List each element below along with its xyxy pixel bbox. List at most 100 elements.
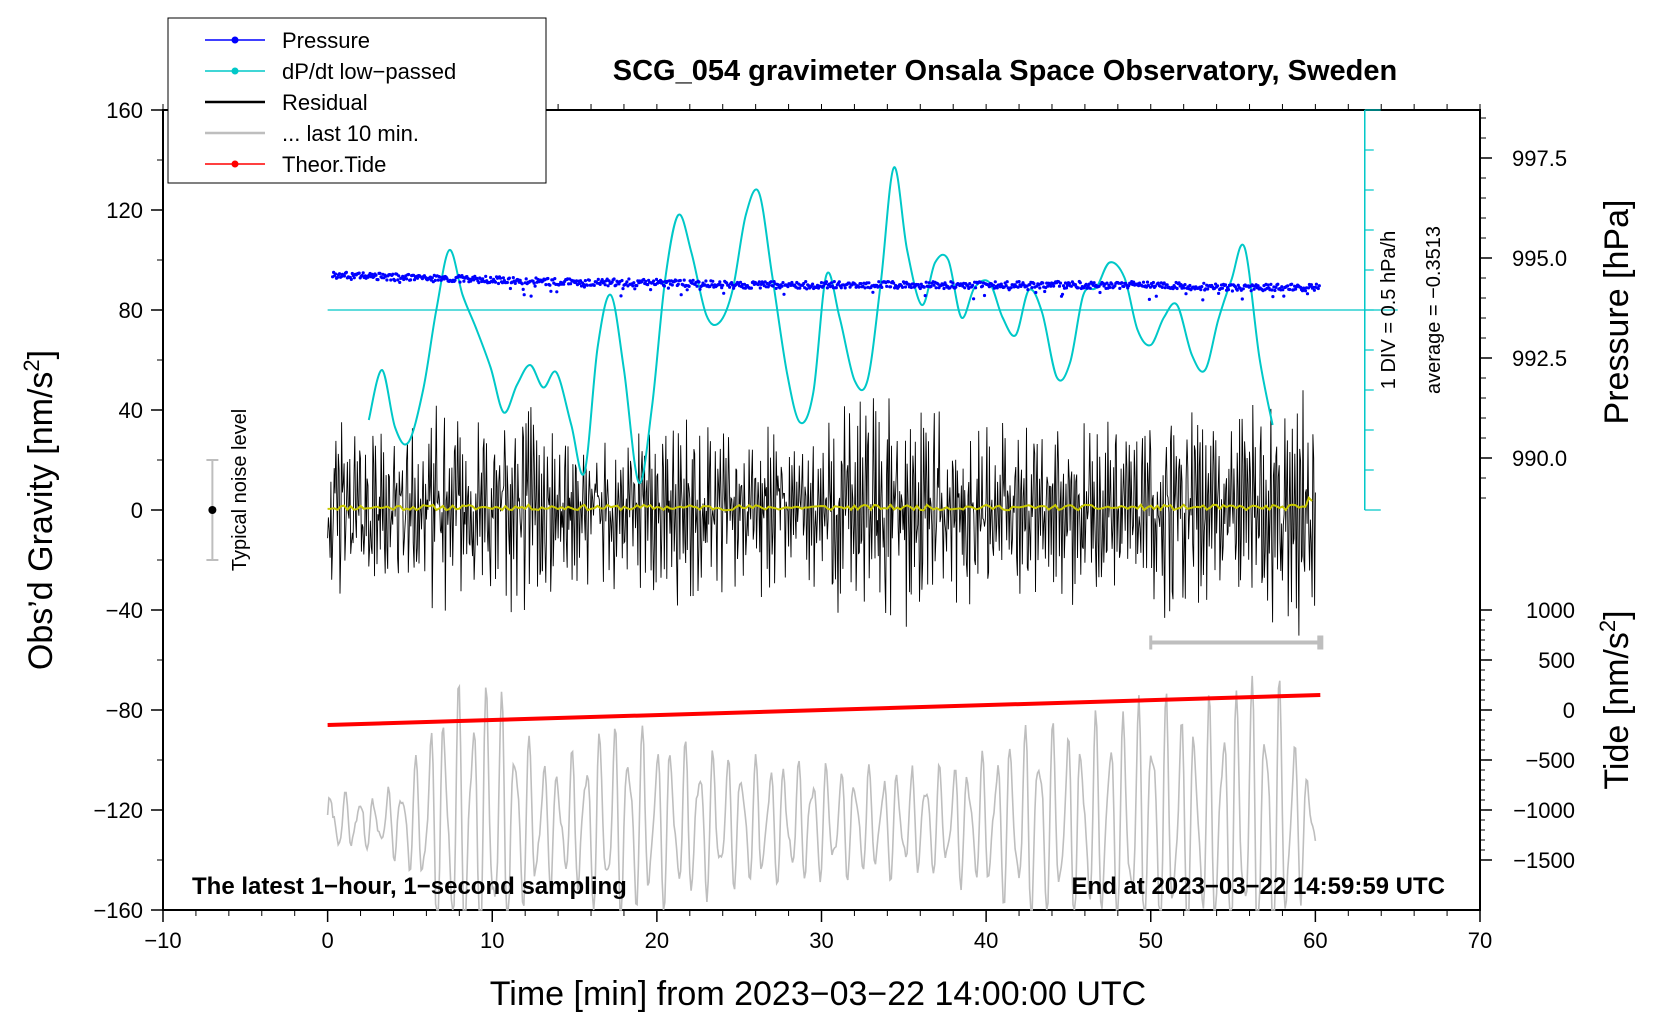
pressure-point xyxy=(923,294,927,298)
series-last-10-min xyxy=(326,675,1317,911)
pressure-point xyxy=(782,292,786,296)
pressure-point xyxy=(1206,287,1210,291)
pressure-point xyxy=(839,286,843,290)
pressure-point xyxy=(1061,284,1066,288)
y-tick-label: 80 xyxy=(119,298,143,323)
chart-title: SCG_054 gravimeter Onsala Space Observat… xyxy=(613,55,1397,87)
pressure-point xyxy=(357,271,361,275)
pressure-point xyxy=(1249,289,1253,293)
pressure-tick-label: 992.5 xyxy=(1512,346,1567,371)
pressure-point xyxy=(477,281,481,285)
pressure-point xyxy=(1280,285,1284,289)
pressure-point xyxy=(583,279,588,283)
pressure-point xyxy=(1004,284,1008,288)
pressure-point xyxy=(484,274,488,278)
pressure-point xyxy=(1005,280,1009,284)
pressure-point xyxy=(824,280,829,284)
pressure-point xyxy=(1226,288,1231,292)
pressure-point xyxy=(548,283,552,287)
pressure-point xyxy=(805,287,809,291)
x-axis-label: Time [min] from 2023−03−22 14:00:00 UTC xyxy=(490,975,1146,1013)
pressure-point xyxy=(546,276,550,281)
pressure-point xyxy=(360,273,364,278)
pressure-point xyxy=(1078,281,1082,285)
pressure-point xyxy=(627,277,631,281)
pressure-point xyxy=(757,280,761,284)
pressure-point xyxy=(774,286,778,290)
pressure-point xyxy=(635,284,639,288)
pressure-point xyxy=(1282,294,1286,298)
pressure-point xyxy=(676,282,680,286)
x-tick-label: 10 xyxy=(480,928,504,953)
y-axis-label-gravity-sup: 2 xyxy=(19,359,44,371)
pressure-point xyxy=(555,290,559,294)
pressure-point xyxy=(871,290,875,294)
tide-tick-label: −1500 xyxy=(1513,848,1575,873)
pressure-point xyxy=(500,281,505,285)
pressure-point xyxy=(1145,280,1150,284)
pressure-point xyxy=(1252,287,1256,291)
pressure-point xyxy=(1060,292,1065,296)
series-residual xyxy=(327,390,1316,636)
y-axis-label-tide-sup: 2 xyxy=(1595,620,1620,632)
pressure-point xyxy=(776,283,780,287)
pressure-point xyxy=(600,278,604,282)
pressure-point xyxy=(843,286,847,290)
y-axis-label-tide: Tide [nm/s2] xyxy=(1595,610,1636,789)
pressure-point xyxy=(1256,284,1260,288)
pressure-point xyxy=(982,293,987,298)
pressure-point xyxy=(721,283,725,287)
series-theoretical-tide xyxy=(327,693,1321,727)
pressure-point xyxy=(529,294,533,298)
pressure-point xyxy=(1122,284,1126,289)
pressure-point xyxy=(1032,282,1036,286)
pressure-point xyxy=(951,281,955,285)
pressure-point xyxy=(1200,285,1204,289)
x-tick-label: 60 xyxy=(1303,928,1327,953)
pressure-point xyxy=(832,280,836,284)
y-axis-label-gravity-tail: ] xyxy=(22,350,60,359)
pressure-point xyxy=(922,285,926,289)
pressure-point xyxy=(1110,282,1114,286)
pressure-point xyxy=(978,280,983,284)
dpdt-average-label: average = −0.3513 xyxy=(1423,226,1445,394)
pressure-point xyxy=(344,270,348,274)
y-tick-label: −120 xyxy=(93,798,143,823)
pressure-point xyxy=(433,278,437,282)
pressure-point xyxy=(903,285,908,289)
noise-bar-center xyxy=(208,506,217,514)
pressure-point xyxy=(999,282,1003,286)
legend-box xyxy=(167,17,547,184)
pressure-point xyxy=(1235,288,1239,292)
pressure-point xyxy=(378,271,382,275)
series-residual-smoothed xyxy=(327,496,1313,512)
pressure-point xyxy=(644,279,648,283)
pressure-point xyxy=(342,274,346,278)
pressure-point xyxy=(1038,286,1042,290)
pressure-point xyxy=(919,282,923,286)
tide-tick-label: −1000 xyxy=(1513,798,1575,823)
pressure-point xyxy=(1290,282,1294,286)
y-tick-label: 0 xyxy=(131,498,143,523)
pressure-point xyxy=(533,284,537,288)
dpdt-scale-label: 1 DIV = 0.5 hPa/h xyxy=(1378,231,1400,389)
y-axis-label-gravity: Obs’d Gravity [nm/s2] xyxy=(19,350,60,670)
pressure-point xyxy=(1316,286,1320,291)
pressure-point xyxy=(963,286,967,290)
legend: Pressure dP/dt low−passed Residual ... l… xyxy=(167,17,547,184)
pressure-point xyxy=(430,276,434,280)
pressure-point xyxy=(1269,282,1273,286)
pressure-point xyxy=(769,280,773,284)
pressure-point xyxy=(666,286,671,290)
pressure-point xyxy=(508,286,512,291)
pressure-point xyxy=(1063,281,1068,285)
pressure-point xyxy=(391,272,395,276)
pressure-point xyxy=(481,277,485,281)
pressure-point xyxy=(971,283,975,287)
pressure-point xyxy=(649,288,653,292)
pressure-point xyxy=(756,283,760,287)
pressure-point xyxy=(349,277,353,281)
tide-tick-label: −500 xyxy=(1525,748,1575,773)
pressure-point xyxy=(646,283,650,287)
pressure-point xyxy=(786,285,790,289)
